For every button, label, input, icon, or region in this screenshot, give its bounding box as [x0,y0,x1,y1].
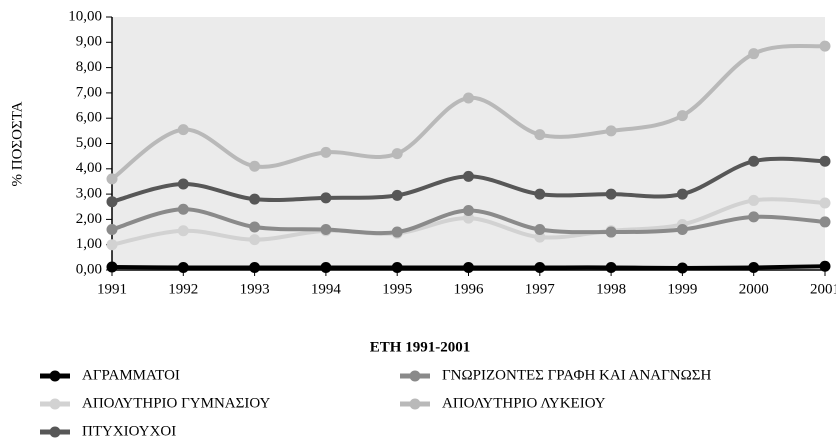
x-tick-label: 1997 [525,281,556,297]
plot-area [112,17,825,270]
series-marker [819,260,831,272]
y-tick-label: 9,00 [76,34,102,50]
y-tick-label: 6,00 [76,110,102,126]
series-marker [748,194,760,206]
series-marker [605,226,617,238]
series-marker [249,234,261,246]
legend-marker [49,370,61,382]
series-marker [676,188,688,200]
series-marker [177,203,189,215]
series-marker [177,225,189,237]
x-tick-label: 2001 [810,281,836,297]
series-marker [748,155,760,167]
legend-label: ΓΝΩΡΙΖΟΝΤΕΣ ΓΡΑΦΗ ΚΑΙ ΑΝΑΓΝΩΣΗ [442,367,712,383]
series-marker [320,224,332,236]
series-marker [605,125,617,137]
series-marker [676,262,688,274]
series-marker [391,148,403,160]
legend-marker [409,398,421,410]
series-marker [391,226,403,238]
y-tick-label: 7,00 [76,84,102,100]
x-tick-label: 1996 [454,281,485,297]
series-marker [534,188,546,200]
series-marker [819,197,831,209]
y-tick-label: 10,00 [68,8,102,24]
series-marker [320,146,332,158]
x-tick-label: 1994 [311,281,342,297]
x-tick-label: 1992 [168,281,198,297]
series-marker [463,205,474,217]
series-marker [106,224,118,236]
series-marker [605,188,617,200]
y-tick-label: 8,00 [76,59,102,75]
series-marker [177,124,189,136]
x-tick-label: 1999 [667,281,697,297]
series-marker [463,212,474,224]
series-marker [748,261,760,273]
series-marker [320,192,332,204]
series-marker [177,178,189,190]
series-marker [249,160,261,172]
series-marker [106,261,118,273]
series-marker [249,193,261,205]
series-marker [534,224,546,236]
legend-marker [409,370,421,382]
series-marker [463,92,474,104]
x-axis-label: ΕΤΗ 1991-2001 [370,339,470,355]
legend-marker [49,426,61,438]
series-marker [249,221,261,233]
y-axis-label: % ΠΟΣΟΣΤΑ [9,101,25,186]
x-tick-label: 1993 [240,281,270,297]
series-marker [320,261,332,273]
legend-label: ΑΓΡΑΜΜΑΤΟΙ [82,367,180,383]
series-marker [391,189,403,201]
series-marker [676,224,688,236]
series-marker [106,196,118,208]
y-tick-label: 5,00 [76,135,102,151]
y-tick-label: 1,00 [76,236,102,252]
y-tick-label: 4,00 [76,160,102,176]
series-marker [391,261,403,273]
series-marker [819,155,831,167]
x-tick-label: 1995 [382,281,412,297]
series-marker [177,261,189,273]
series-marker [249,261,261,273]
series-marker [463,170,474,182]
y-tick-label: 3,00 [76,186,102,202]
series-marker [106,239,118,251]
y-tick-label: 0,00 [76,261,102,277]
legend-marker [49,398,61,410]
x-tick-label: 1998 [596,281,626,297]
series-marker [819,40,831,52]
legend-label: ΠΤΥΧΙΟΥΧΟΙ [82,423,176,439]
legend-label: ΑΠΟΛΥΤΗΡΙΟ ΛΥΚΕΙΟΥ [442,395,606,411]
series-marker [748,48,760,60]
series-marker [106,173,118,185]
series-marker [463,261,474,273]
y-tick-label: 2,00 [76,211,102,227]
series-marker [819,216,831,228]
series-marker [676,110,688,122]
series-marker [534,129,546,141]
series-marker [534,261,546,273]
x-tick-label: 2000 [739,281,769,297]
series-marker [748,211,760,223]
legend-label: ΑΠΟΛΥΤΗΡΙΟ ΓΥΜΝΑΣΙΟΥ [82,395,270,411]
series-marker [605,261,617,273]
x-tick-label: 1991 [97,281,127,297]
series-marker [534,231,546,243]
